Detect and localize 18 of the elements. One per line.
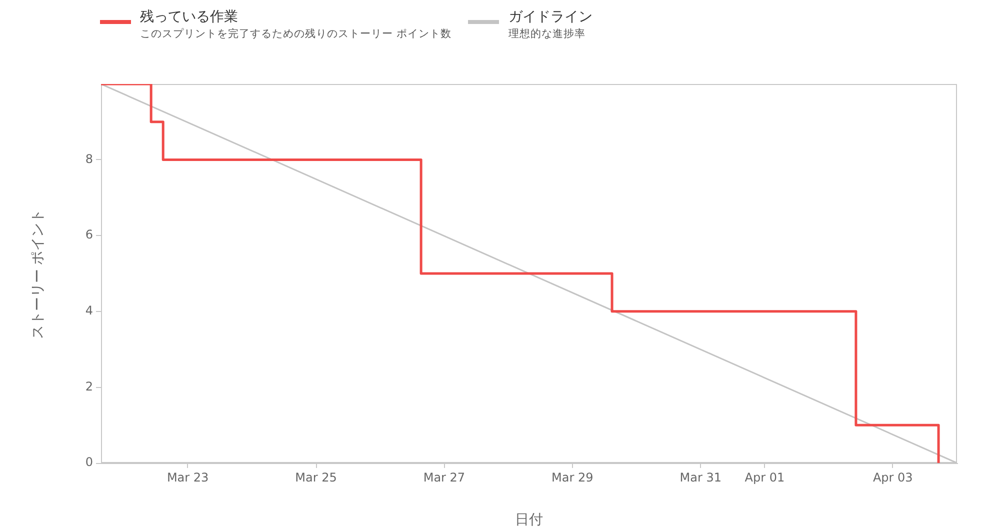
y-tick-label: 0 bbox=[85, 455, 93, 470]
x-tick-label: Mar 31 bbox=[680, 470, 722, 484]
x-tick-label: Mar 29 bbox=[552, 470, 594, 484]
text: このスプリントを完了するための残りのストーリー ポイント数 bbox=[140, 26, 452, 42]
legend-label: ガイドライン bbox=[508, 8, 592, 26]
x-tick-label: Mar 23 bbox=[166, 470, 209, 484]
y-tick-label: 2 bbox=[85, 379, 93, 394]
y-axis-title: ストーリー ポイント bbox=[29, 208, 47, 340]
x-tick-label: Mar 25 bbox=[295, 470, 337, 484]
legend-label: 残っている作業 bbox=[140, 8, 239, 26]
y-tick-label: 6 bbox=[85, 228, 93, 242]
x-tick-label: Apr 03 bbox=[872, 470, 913, 484]
x-tick-label: Apr 01 bbox=[744, 470, 785, 484]
y-tick-label: 4 bbox=[85, 304, 93, 318]
x-axis-title: 日付 bbox=[515, 511, 543, 529]
y-tick-label: 8 bbox=[85, 152, 93, 166]
text: 理想的な進捗率 bbox=[508, 26, 586, 42]
x-tick-label: Mar 27 bbox=[423, 470, 466, 484]
